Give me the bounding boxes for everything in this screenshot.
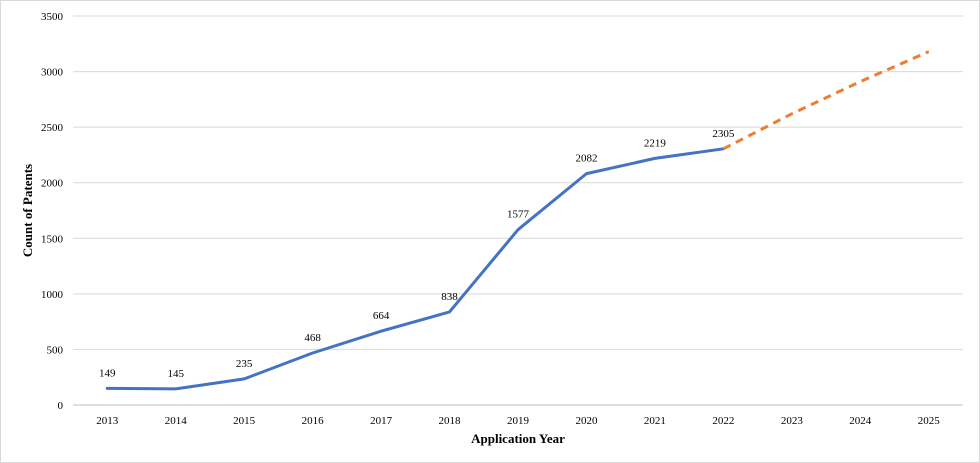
data-label: 838 — [441, 291, 458, 303]
y-axis-title: Count of Patents — [20, 164, 35, 257]
x-tick-label: 2016 — [302, 415, 325, 427]
data-label: 149 — [99, 367, 116, 379]
y-tick-label: 0 — [58, 400, 64, 412]
patent-count-line — [105, 147, 725, 391]
x-tick-label: 2018 — [439, 415, 462, 427]
y-tick-label: 3000 — [41, 67, 64, 79]
series-lines — [105, 50, 930, 391]
data-label: 235 — [236, 358, 253, 370]
x-tick-label: 2024 — [849, 415, 872, 427]
x-tick-label: 2017 — [370, 415, 393, 427]
data-label: 2305 — [712, 128, 735, 140]
data-label: 664 — [373, 310, 390, 322]
forecast-line — [722, 50, 930, 151]
data-labels: 149 145 235 468 664 838 1577 2082 2219 2305 — [99, 128, 735, 380]
y-tick-label: 2000 — [41, 178, 64, 190]
x-tick-label: 2025 — [918, 415, 941, 427]
data-label: 2219 — [644, 137, 667, 149]
data-label: 468 — [304, 332, 321, 344]
x-tick-label: 2015 — [233, 415, 256, 427]
x-tick-label: 2013 — [96, 415, 119, 427]
y-tick-label: 1000 — [41, 289, 64, 301]
x-tick-label: 2023 — [781, 415, 804, 427]
y-tick-label: 2500 — [41, 122, 64, 134]
x-tick-label: 2014 — [165, 415, 188, 427]
x-tick-label: 2021 — [644, 415, 666, 427]
y-tick-label: 1500 — [41, 233, 64, 245]
y-axis-ticks: 0 500 1000 1500 2000 2500 3000 3500 — [41, 11, 64, 412]
x-axis-title: Application Year — [471, 431, 565, 446]
y-tick-label: 500 — [47, 344, 64, 356]
gridlines — [73, 15, 963, 406]
data-label: 1577 — [507, 209, 530, 221]
data-label: 2082 — [575, 153, 597, 165]
x-axis-ticks: 2013 2014 2015 2016 2017 2018 2019 2020 2021 2022… — [96, 415, 940, 427]
x-tick-label: 2020 — [575, 415, 598, 427]
x-tick-label: 2019 — [507, 415, 530, 427]
y-tick-label: 3500 — [41, 11, 64, 23]
x-tick-label: 2022 — [712, 415, 734, 427]
data-label: 145 — [167, 368, 184, 380]
